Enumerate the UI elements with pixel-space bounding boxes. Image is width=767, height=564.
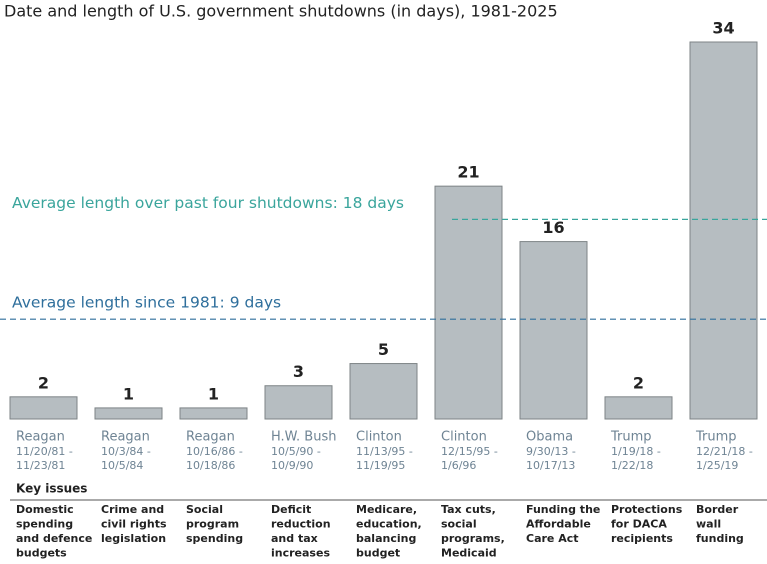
- value-label: 5: [378, 340, 389, 359]
- key-issue: Crime and: [101, 503, 164, 516]
- value-label: 1: [123, 384, 134, 403]
- category-label: Obama: [526, 430, 573, 445]
- key-issue: education,: [356, 518, 422, 531]
- key-issue: spending: [16, 518, 73, 531]
- value-label: 16: [542, 218, 564, 237]
- date-label: 10/9/90: [271, 459, 313, 472]
- category-label: Clinton: [356, 430, 402, 445]
- key-issue: programs,: [441, 532, 505, 545]
- key-issue: Deficit: [271, 503, 311, 516]
- date-label: 11/23/81: [16, 459, 65, 472]
- date-label: 1/25/19: [696, 459, 738, 472]
- date-label: 12/15/95 -: [441, 445, 498, 458]
- key-issue: Medicare,: [356, 503, 417, 516]
- category-label: Reagan: [16, 430, 65, 445]
- key-issue: budgets: [16, 547, 67, 560]
- bar: [9, 396, 78, 420]
- date-label: 1/19/18 -: [611, 445, 661, 458]
- date-label: 10/16/86 -: [186, 445, 243, 458]
- key-issue: and defence: [16, 532, 92, 545]
- key-issue: Protections: [611, 503, 683, 516]
- key-issue: spending: [186, 532, 243, 545]
- bar: [434, 185, 503, 420]
- reference-label: Average length over past four shutdowns:…: [12, 194, 404, 212]
- category-label: Reagan: [186, 430, 235, 445]
- key-issue: Care Act: [526, 532, 579, 545]
- category-label: H.W. Bush: [271, 430, 336, 445]
- date-label: 10/17/13: [526, 459, 575, 472]
- bar: [94, 407, 163, 420]
- key-issue: increases: [271, 547, 330, 560]
- key-issue: Domestic: [16, 503, 74, 516]
- chart-title: Date and length of U.S. government shutd…: [4, 2, 558, 21]
- date-label: 1/6/96: [441, 459, 476, 472]
- reference-label: Average length since 1981: 9 days: [12, 294, 281, 312]
- key-issue: Affordable: [526, 518, 591, 531]
- category-label: Reagan: [101, 430, 150, 445]
- category-label: Trump: [610, 430, 652, 445]
- date-label: 12/21/18 -: [696, 445, 753, 458]
- category-label: Clinton: [441, 430, 487, 445]
- key-issues-label: Key issues: [16, 482, 87, 496]
- date-label: 10/5/84: [101, 459, 143, 472]
- key-issue: Funding the: [526, 503, 600, 516]
- key-issue: Social: [186, 503, 223, 516]
- key-issue: balancing: [356, 532, 416, 545]
- date-label: 10/18/86: [186, 459, 235, 472]
- date-label: 1/22/18: [611, 459, 653, 472]
- bar: [264, 385, 333, 420]
- key-issue: program: [186, 518, 239, 531]
- key-issue: civil rights: [101, 518, 167, 531]
- key-issue: and tax: [271, 532, 318, 545]
- date-label: 9/30/13 -: [526, 445, 576, 458]
- key-issue: recipients: [611, 532, 673, 545]
- date-label: 11/20/81 -: [16, 445, 73, 458]
- bar: [349, 363, 418, 420]
- bar: [179, 407, 248, 420]
- key-issue: Tax cuts,: [441, 503, 496, 516]
- date-label: 11/13/95 -: [356, 445, 413, 458]
- bar: [604, 396, 673, 420]
- key-issue: for DACA: [611, 518, 667, 531]
- category-label: Trump: [695, 430, 737, 445]
- key-issue: social: [441, 518, 477, 531]
- value-label: 3: [293, 362, 304, 381]
- bar: [689, 41, 758, 420]
- key-issue: funding: [696, 532, 744, 545]
- key-issue: legislation: [101, 532, 166, 545]
- value-label: 21: [457, 163, 479, 182]
- bar: [519, 241, 588, 420]
- value-label: 2: [38, 373, 49, 392]
- key-issue: budget: [356, 547, 400, 560]
- key-issue: Medicaid: [441, 547, 497, 560]
- key-issue: wall: [696, 518, 721, 531]
- value-label: 34: [712, 19, 734, 38]
- key-issue: Border: [696, 503, 739, 516]
- value-label: 2: [633, 373, 644, 392]
- value-label: 1: [208, 384, 219, 403]
- date-label: 10/3/84 -: [101, 445, 151, 458]
- date-label: 11/19/95: [356, 459, 405, 472]
- date-label: 10/5/90 -: [271, 445, 321, 458]
- key-issue: reduction: [271, 518, 331, 531]
